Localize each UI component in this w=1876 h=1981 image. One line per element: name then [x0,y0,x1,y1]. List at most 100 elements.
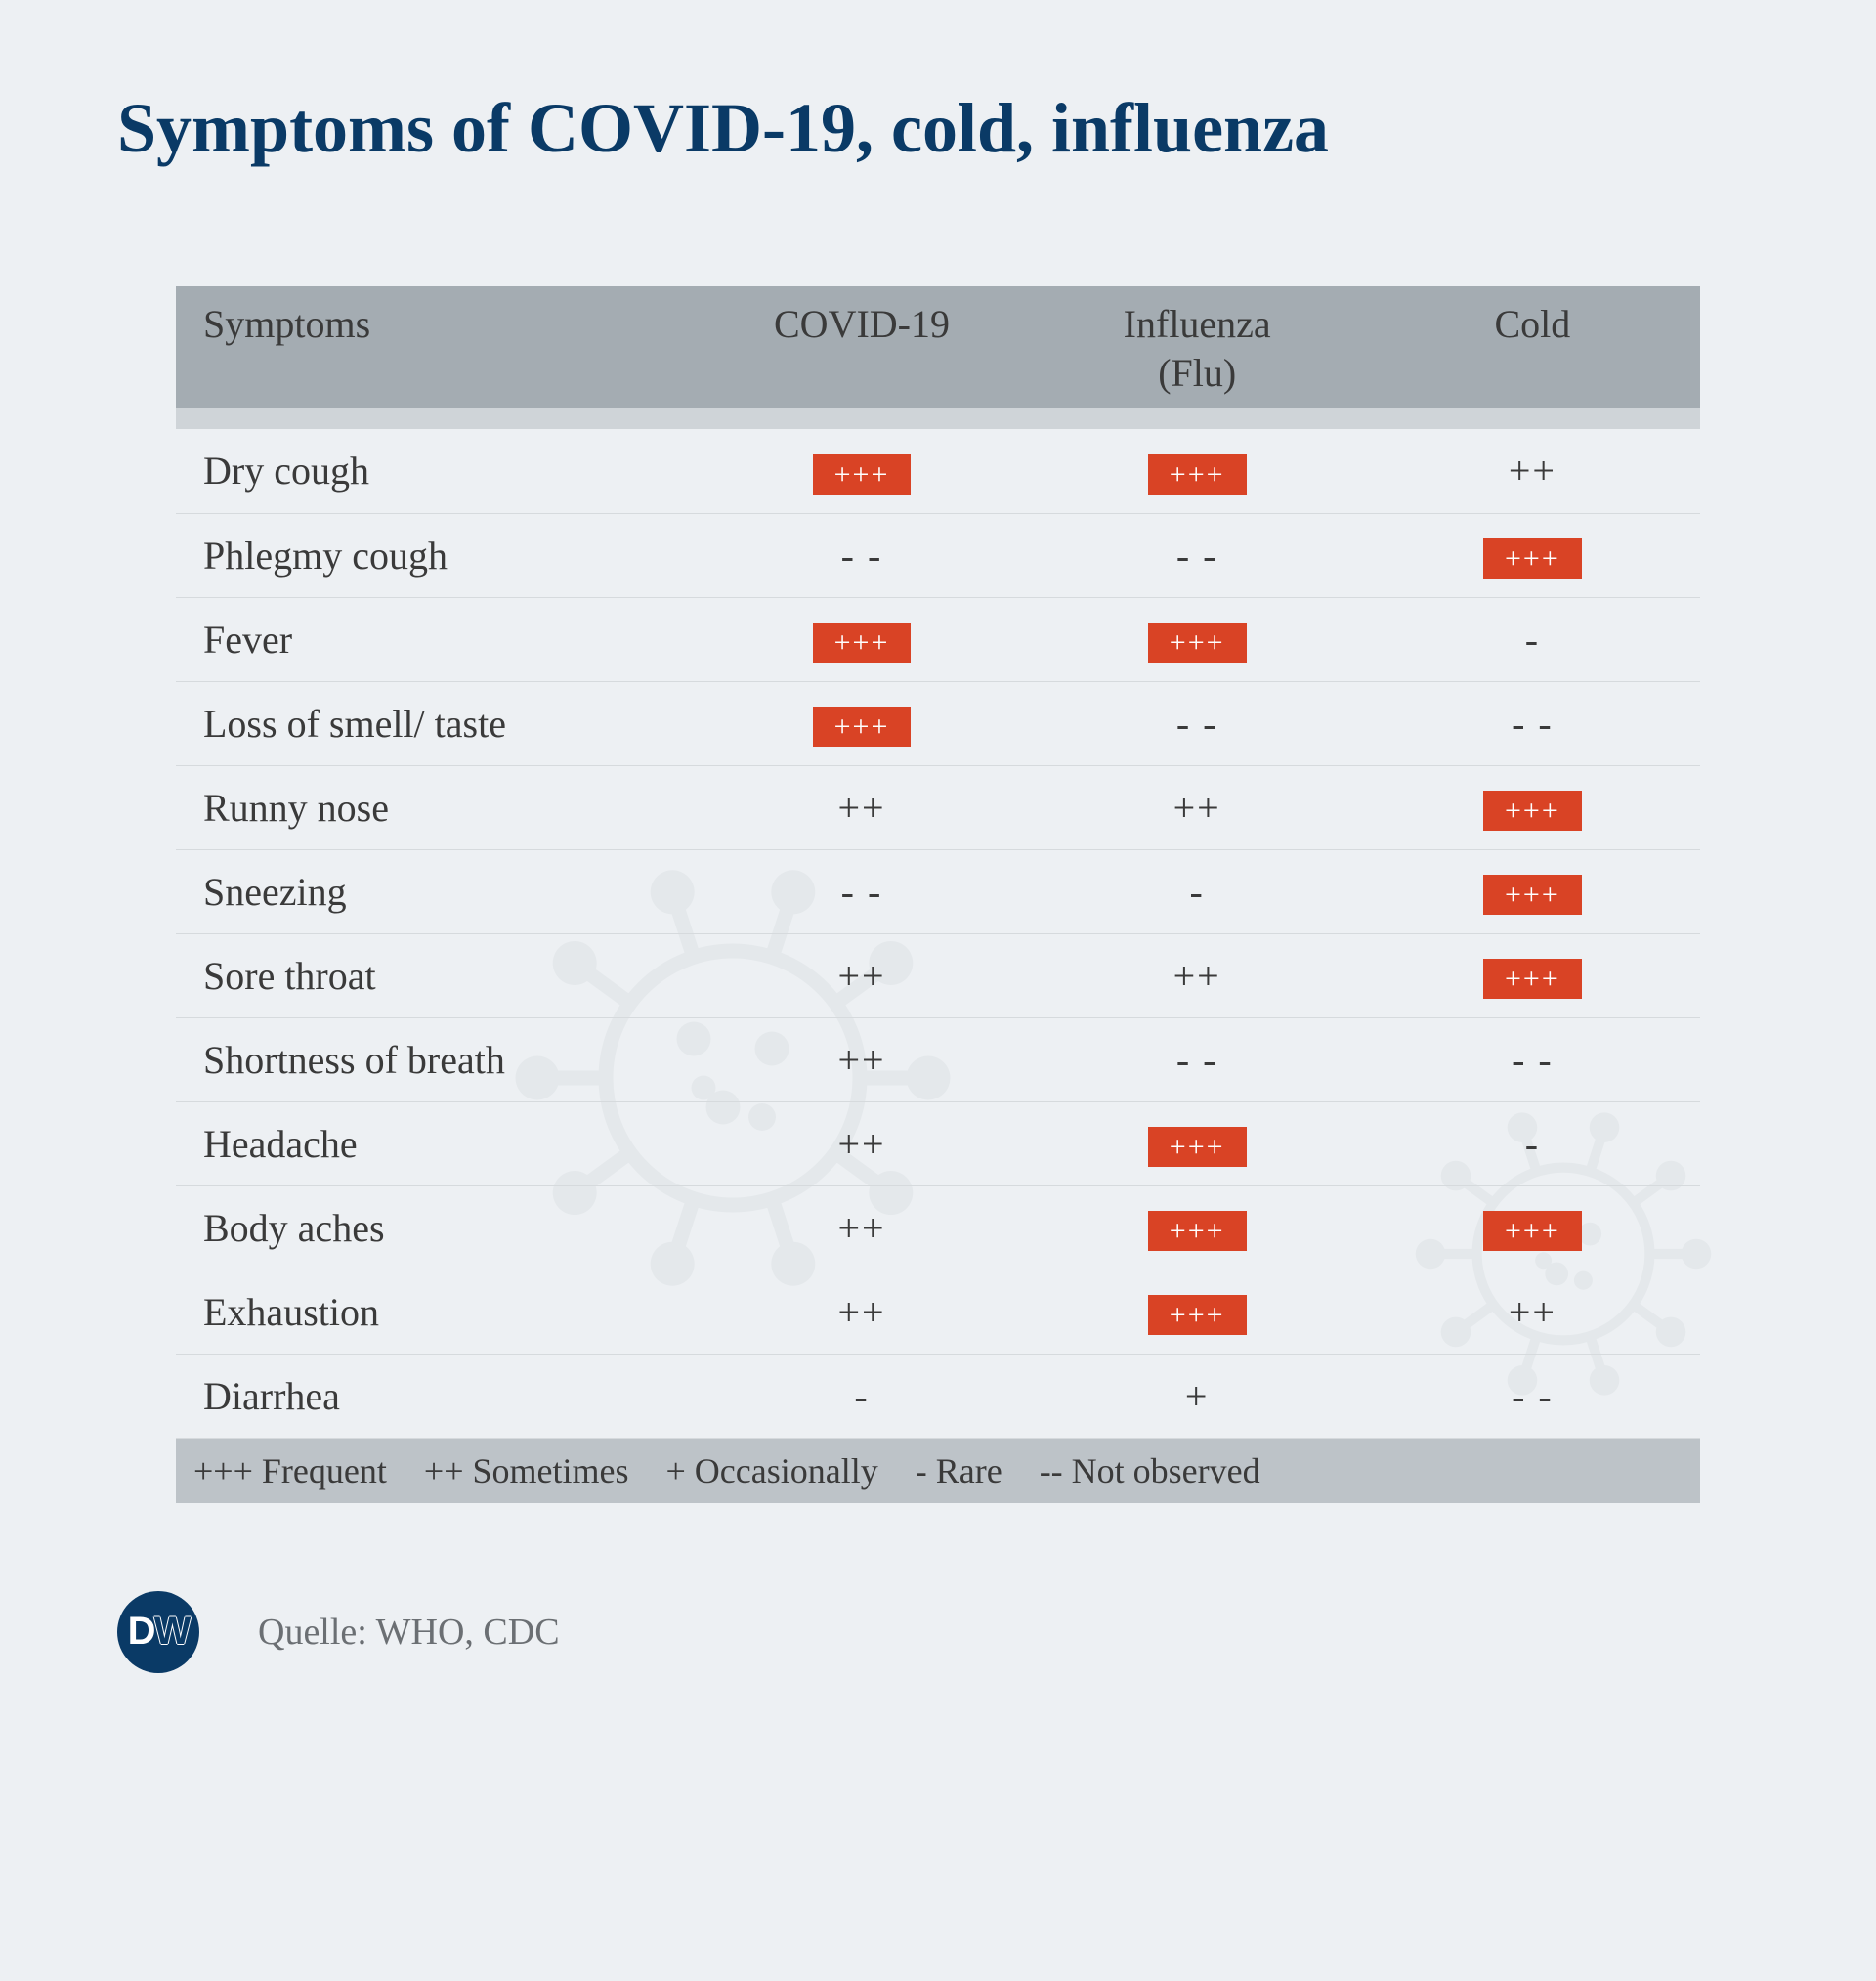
symptom-label: Exhaustion [176,1270,694,1354]
frequency-text: ++ [837,1290,885,1334]
symptom-label: Runny nose [176,765,694,849]
frequency-text: - - [1176,1038,1218,1082]
frequency-text: - - [1176,534,1218,578]
dw-logo: DW [117,1591,199,1673]
legend-item: -- Not observed [1040,1451,1260,1490]
value-cell: +++ [694,681,1029,765]
value-cell: + [1030,1354,1365,1438]
frequency-text: - [1525,1122,1540,1166]
table-row: Sore throat+++++++ [176,933,1700,1017]
value-cell: - [1030,849,1365,933]
value-cell: ++ [694,1185,1029,1270]
value-cell: - - [1365,1017,1700,1101]
page-title: Symptoms of COVID-19, cold, influenza [117,88,1759,169]
value-cell: +++ [1365,849,1700,933]
table-row: Diarrhea - + - - [176,1354,1700,1438]
frequency-text: ++ [837,1122,885,1166]
value-cell: ++ [694,765,1029,849]
frequency-text: ++ [1509,1290,1556,1334]
symptom-label: Fever [176,597,694,681]
value-cell: - - [694,849,1029,933]
table-row: Body aches++++++++ [176,1185,1700,1270]
frequency-badge: +++ [813,454,912,495]
frequency-badge: +++ [1148,1211,1247,1251]
table-row: Dry cough++++++++ [176,429,1700,513]
table-row: Phlegmy cough- -- -+++ [176,513,1700,597]
frequency-badge: +++ [1483,538,1582,579]
table-row: Fever +++ +++ - [176,597,1700,681]
legend-item: ++ Sometimes [424,1451,629,1490]
value-cell: - [694,1354,1029,1438]
symptoms-table-wrap: Symptoms COVID-19 Influenza(Flu) Cold Dr… [176,286,1700,1503]
value-cell: +++ [1365,765,1700,849]
table-header: Symptoms COVID-19 Influenza(Flu) Cold [176,286,1700,408]
frequency-text: - - [841,534,883,578]
source-text: Quelle: WHO, CDC [258,1611,560,1654]
frequency-badge: +++ [1483,1211,1582,1251]
header-subband [176,408,1700,429]
table-row: Runny nose+++++++ [176,765,1700,849]
source-row: DW Quelle: WHO, CDC [117,1591,1759,1673]
value-cell: ++ [694,1017,1029,1101]
value-cell: +++ [694,597,1029,681]
frequency-badge: +++ [1483,959,1582,999]
value-cell: +++ [1365,513,1700,597]
frequency-badge: +++ [1483,875,1582,915]
frequency-badge: +++ [1483,791,1582,831]
symptom-label: Shortness of breath [176,1017,694,1101]
frequency-badge: +++ [1148,1127,1247,1167]
value-cell: +++ [1030,429,1365,513]
legend-cell: +++ Frequent++ Sometimes+ Occasionally- … [176,1438,1700,1503]
value-cell: ++ [1365,429,1700,513]
value-cell: ++ [1365,1270,1700,1354]
value-cell: - - [1030,513,1365,597]
value-cell: - [1365,597,1700,681]
frequency-text: ++ [837,1038,885,1082]
frequency-text: ++ [837,786,885,830]
legend-item: +++ Frequent [193,1451,387,1490]
value-cell: ++ [694,1101,1029,1185]
value-cell: - - [694,513,1029,597]
value-cell: ++ [1030,933,1365,1017]
frequency-text: ++ [837,1206,885,1250]
value-cell: +++ [1030,1101,1365,1185]
value-cell: - - [1030,1017,1365,1101]
frequency-text: - - [1512,1374,1554,1418]
value-cell: +++ [1030,597,1365,681]
col-header-symptoms: Symptoms [176,286,694,408]
value-cell: +++ [1030,1270,1365,1354]
frequency-text: - - [1512,702,1554,746]
frequency-text: ++ [1509,449,1556,493]
legend-item: + Occasionally [666,1451,878,1490]
frequency-badge: +++ [813,707,912,747]
value-cell: ++ [694,1270,1029,1354]
value-cell: - - [1365,681,1700,765]
symptom-label: Body aches [176,1185,694,1270]
value-cell: - - [1365,1354,1700,1438]
frequency-text: - - [1512,1038,1554,1082]
symptom-label: Sneezing [176,849,694,933]
frequency-badge: +++ [1148,454,1247,495]
symptom-label: Headache [176,1101,694,1185]
symptoms-table: Symptoms COVID-19 Influenza(Flu) Cold Dr… [176,286,1700,1503]
value-cell: - - [1030,681,1365,765]
frequency-text: - - [841,870,883,914]
symptom-label: Sore throat [176,933,694,1017]
col-header-cold: Cold [1365,286,1700,408]
frequency-badge: +++ [1148,1295,1247,1335]
value-cell: +++ [694,429,1029,513]
frequency-text: - [854,1374,869,1418]
logo-letter-w: W [154,1610,190,1654]
logo-letter-d: D [128,1610,154,1654]
col-header-covid: COVID-19 [694,286,1029,408]
symptom-label: Diarrhea [176,1354,694,1438]
value-cell: +++ [1030,1185,1365,1270]
frequency-badge: +++ [1148,623,1247,663]
frequency-badge: +++ [813,623,912,663]
value-cell: +++ [1365,1185,1700,1270]
value-cell: ++ [1030,765,1365,849]
frequency-text: - [1525,618,1540,662]
frequency-text: - [1190,870,1205,914]
frequency-text: + [1185,1374,1210,1418]
symptom-label: Loss of smell/ taste [176,681,694,765]
